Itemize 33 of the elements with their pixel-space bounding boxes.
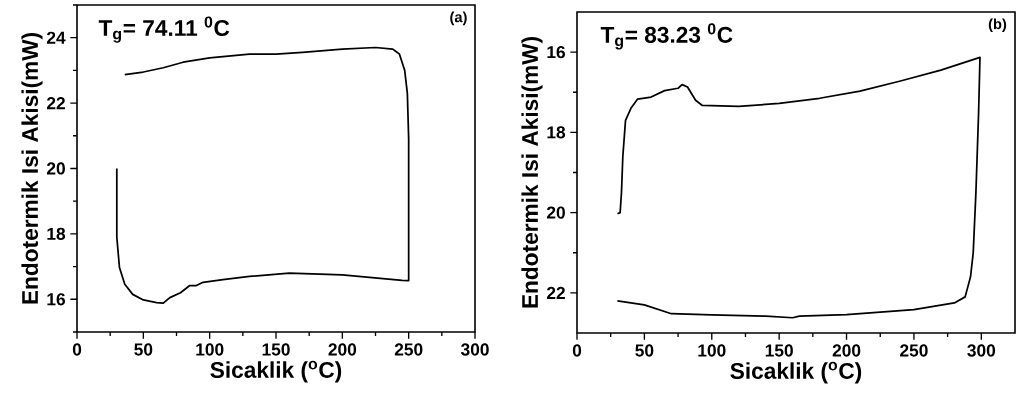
y-tick-label: 18	[47, 227, 66, 241]
annotation: (a)	[450, 11, 467, 26]
x-tick-label: 150	[262, 343, 290, 356]
x-tick-label: 250	[900, 344, 928, 357]
x-tick-label: 300	[967, 344, 996, 357]
x-tick-label: 300	[460, 343, 489, 356]
x-tick-label: 250	[394, 343, 423, 356]
y-tick-label: 16	[47, 293, 65, 306]
y-tick-label: 20	[546, 206, 565, 219]
x-tick-label: 0	[572, 344, 582, 357]
x-axis-title: Sicaklik ($^{o}$C)	[730, 361, 862, 384]
y-axis-title: Endotermik Isi Akisi(mW)	[21, 32, 43, 304]
x-tick-label: 100	[698, 344, 726, 357]
line-series	[115, 46, 410, 305]
y-tick-label: 22	[46, 97, 65, 110]
line-series	[616, 56, 981, 319]
x-tick-label: 0	[72, 343, 82, 356]
x-tick-label: 200	[328, 343, 357, 356]
x-tick-label: 50	[635, 344, 654, 357]
annotation: T$_{g}$= 83.23 $^{0}$C	[600, 23, 733, 50]
x-tick-label: 200	[832, 344, 861, 357]
y-tick-label: 16	[547, 45, 565, 59]
y-tick-label: 18	[547, 126, 566, 139]
annotation: T$_{g}$= 74.11 $^{0}$C	[98, 16, 230, 43]
x-axis-title: Sicaklik ($^{o}$C)	[210, 360, 342, 383]
x-tick-label: 100	[196, 343, 224, 356]
y-axis-title: Endotermik Isi Akisi(mW)	[521, 36, 543, 308]
y-tick-label: 22	[546, 286, 565, 299]
x-tick-label: 50	[134, 343, 153, 356]
y-tick-label: 24	[46, 31, 66, 44]
x-tick-label: 150	[765, 344, 793, 357]
y-tick-label: 20	[46, 162, 65, 175]
annotation: (b)	[988, 18, 1007, 33]
